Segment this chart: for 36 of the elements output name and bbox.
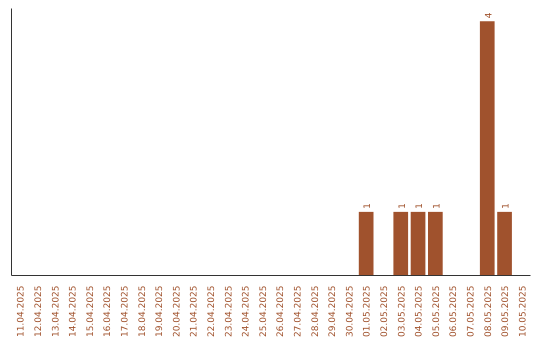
- x-tick-label: 10.05.2025: [518, 286, 528, 338]
- data-label: 4: [484, 12, 494, 18]
- x-tick-label: 19.04.2025: [155, 286, 166, 338]
- x-tick-label: 06.05.2025: [449, 286, 460, 338]
- data-label: 1: [432, 203, 442, 209]
- x-tick-label: 20.04.2025: [172, 286, 182, 338]
- data-label: 1: [398, 203, 408, 209]
- x-tick-label: 03.05.2025: [397, 286, 408, 338]
- x-tick-label: 22.04.2025: [206, 286, 217, 338]
- x-tick-label: 27.04.2025: [293, 286, 304, 338]
- x-tick-label: 13.04.2025: [51, 286, 62, 338]
- x-tick-label: 07.05.2025: [466, 286, 476, 338]
- x-tick-label: 01.05.2025: [362, 286, 373, 338]
- x-tick-label: 25.04.2025: [258, 286, 269, 338]
- x-tick-label: 17.04.2025: [120, 286, 130, 338]
- x-tick-label: 23.04.2025: [224, 286, 234, 338]
- x-tick-label: 18.04.2025: [138, 286, 148, 338]
- x-tick-label: 09.05.2025: [501, 286, 512, 338]
- x-tick-label: 12.04.2025: [34, 286, 44, 338]
- x-tick-label: 04.05.2025: [414, 286, 425, 338]
- x-tick-label: 11.04.2025: [16, 286, 27, 338]
- x-tick-label: 16.04.2025: [103, 286, 114, 338]
- x-tick-label: 14.04.2025: [68, 286, 79, 338]
- x-tick-label: 24.04.2025: [242, 286, 252, 338]
- x-tick-label: 21.04.2025: [190, 286, 200, 338]
- x-tick-label: 30.04.2025: [345, 286, 356, 338]
- x-tick-label: 08.05.2025: [484, 286, 494, 338]
- data-label: 1: [363, 203, 374, 209]
- data-label: 1: [415, 203, 426, 209]
- x-tick-label: 15.04.2025: [86, 286, 96, 338]
- x-tick-label: 28.04.2025: [310, 286, 321, 338]
- x-tick-label: 05.05.2025: [432, 286, 442, 338]
- data-label: 1: [502, 203, 512, 209]
- x-tick-label: 02.05.2025: [380, 286, 390, 338]
- x-tick-label: 26.04.2025: [276, 286, 286, 338]
- x-tick-label: 29.04.2025: [328, 286, 338, 338]
